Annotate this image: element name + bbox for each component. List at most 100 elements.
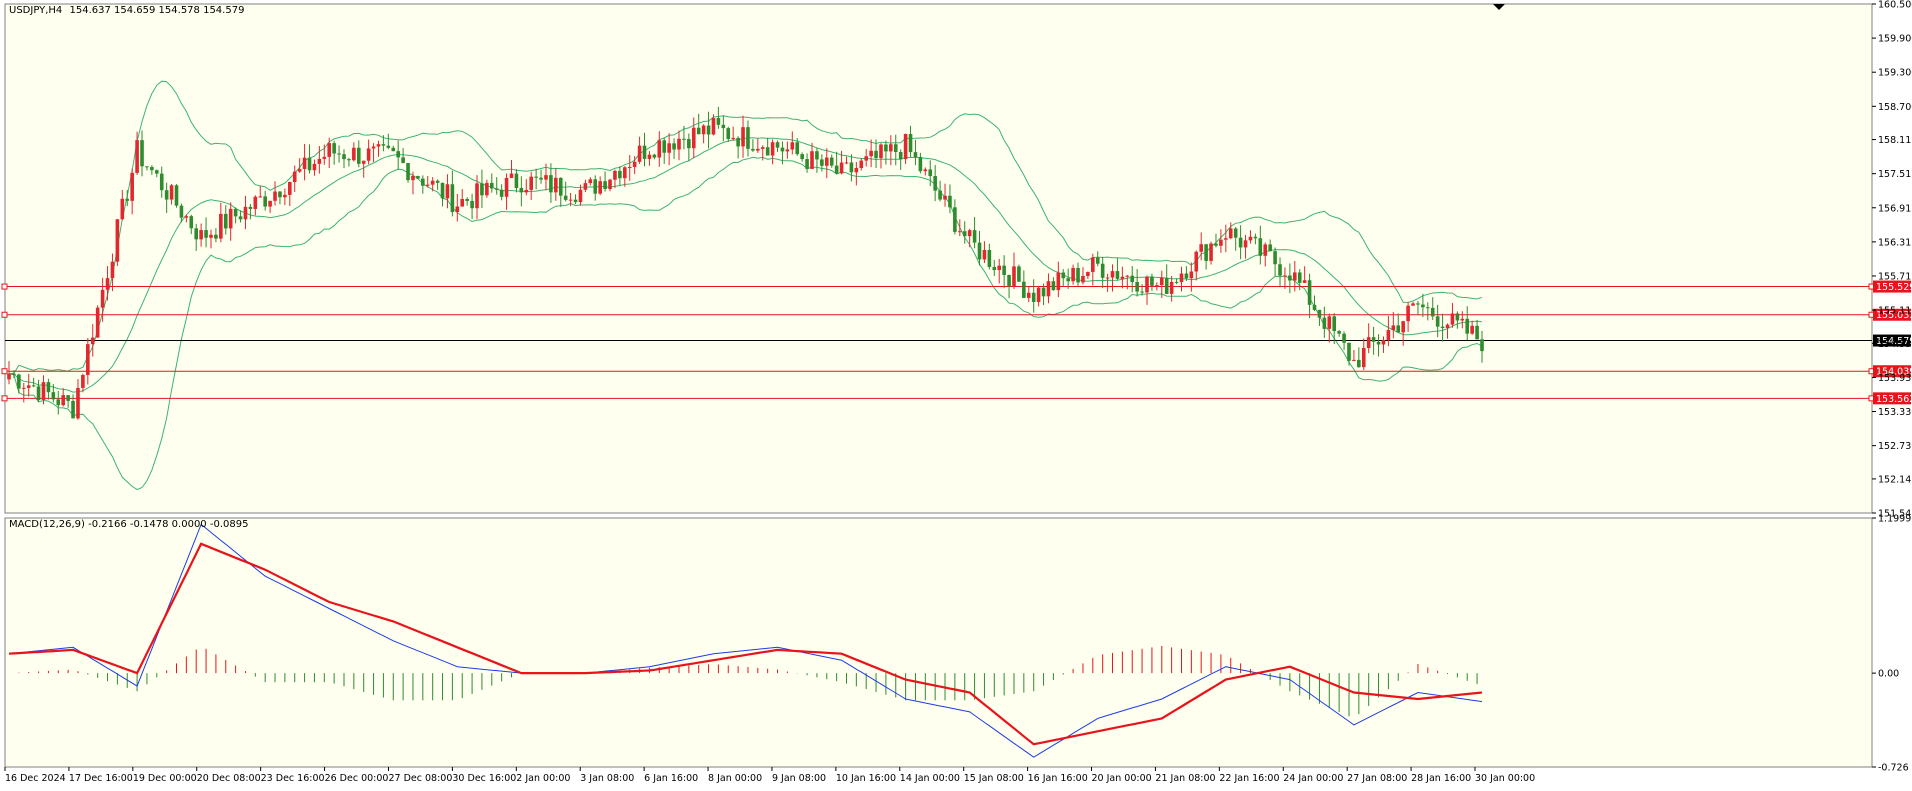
candle-body: [317, 158, 322, 164]
candle-body: [1327, 316, 1332, 329]
candle-body: [598, 181, 602, 194]
candle-body: [1066, 278, 1070, 282]
candle-body: [1421, 304, 1425, 308]
price-axis-label: 155.715: [1878, 271, 1912, 282]
candle-body: [529, 176, 534, 190]
time-axis-label: 20 Jan 00:00: [1092, 773, 1152, 784]
candle-body: [228, 208, 233, 229]
candle-body: [376, 144, 381, 147]
candle-body: [815, 151, 819, 160]
candle-body: [514, 173, 519, 188]
candle-body: [1031, 292, 1036, 302]
price-level-label: 155.529: [1876, 282, 1912, 293]
candle-body: [573, 199, 578, 203]
candle-body: [1184, 273, 1189, 279]
time-axis-label: 21 Jan 08:00: [1155, 773, 1215, 784]
macd-axis-label: -0.726: [1878, 763, 1909, 774]
candle-body: [1243, 240, 1248, 248]
candle-body: [1140, 291, 1144, 293]
candle-body: [258, 196, 263, 198]
candle-body: [820, 159, 824, 166]
candle-body: [524, 189, 529, 193]
level-anchor-icon: [1, 368, 8, 375]
candle-body: [56, 399, 61, 406]
candle-body: [1460, 318, 1465, 321]
candle-body: [864, 156, 868, 161]
candle-body: [1381, 340, 1386, 345]
candle-body: [81, 374, 85, 388]
candle-body: [1179, 273, 1184, 283]
candle-body: [977, 242, 982, 260]
candle-body: [608, 179, 612, 190]
candle-body: [120, 198, 125, 220]
candle-body: [209, 234, 213, 238]
candle-body: [297, 169, 302, 172]
candle-body: [1465, 318, 1470, 334]
candle-body: [499, 189, 504, 197]
time-axis-label: 15 Jan 08:00: [964, 773, 1024, 784]
candle-body: [849, 162, 854, 173]
time-axis-label: 27 Jan 08:00: [1347, 773, 1407, 784]
candle-body: [1352, 359, 1356, 361]
time-axis-label: 24 Jan 00:00: [1283, 773, 1343, 784]
candle-body: [1091, 257, 1095, 272]
candle-body: [1376, 341, 1381, 345]
price-level-label: 154.039: [1876, 367, 1912, 378]
candle-body: [1317, 309, 1322, 318]
price-axis-label: 153.330: [1878, 407, 1912, 418]
candle-body: [711, 118, 716, 135]
candle-body: [1283, 275, 1287, 277]
macd-axis-label: 0.00: [1878, 669, 1899, 680]
candle-body: [657, 140, 662, 158]
candle-body: [1071, 267, 1075, 282]
price-level-tag: [1873, 365, 1911, 378]
candle-body: [1455, 313, 1460, 321]
candle-body: [1204, 244, 1208, 261]
candle-body: [953, 207, 957, 232]
candle-body: [879, 144, 883, 159]
candle-body: [1342, 333, 1346, 343]
candle-body: [884, 144, 888, 152]
candle-body: [1130, 275, 1135, 283]
candle-body: [430, 180, 435, 185]
candle-body: [800, 154, 804, 160]
candle-body: [243, 206, 248, 220]
candle-body: [12, 373, 16, 375]
candle-body: [928, 169, 933, 177]
candle-body: [623, 167, 627, 179]
candle-body: [1238, 237, 1243, 248]
candle-body: [46, 382, 51, 393]
candle-body: [627, 166, 632, 168]
candle-body: [667, 143, 671, 153]
candle-body: [51, 392, 56, 400]
candle-body: [549, 175, 553, 193]
bollinger-lower-line: [8, 156, 1483, 491]
candle-body: [1105, 277, 1110, 279]
candle-body: [273, 191, 277, 201]
current-price-label: 154.579: [1876, 336, 1912, 347]
time-axis-label: 2 Jan 00:00: [516, 773, 570, 784]
candle-body: [1145, 276, 1149, 293]
candle-body: [31, 385, 36, 387]
candle-body: [1361, 348, 1366, 368]
time-axis-label: 6 Jan 16:00: [644, 773, 698, 784]
macd-axis-label: 1.1999: [1878, 514, 1911, 525]
time-axis-label: 3 Jan 08:00: [580, 773, 634, 784]
candle-body: [770, 142, 775, 156]
candle-body: [1450, 313, 1455, 325]
candle-body: [1426, 307, 1430, 309]
candle-body: [869, 150, 873, 157]
candle-body: [1337, 331, 1341, 334]
candle-body: [898, 151, 903, 160]
candle-body: [765, 147, 770, 156]
candle-body: [66, 395, 70, 401]
candle-body: [164, 190, 169, 200]
candle-body: [130, 172, 134, 201]
candle-body: [1125, 275, 1130, 277]
candle-body: [1041, 287, 1046, 297]
time-axis-label: 26 Dec 00:00: [325, 773, 389, 784]
candle-body: [253, 196, 258, 209]
candle-body: [780, 147, 785, 152]
